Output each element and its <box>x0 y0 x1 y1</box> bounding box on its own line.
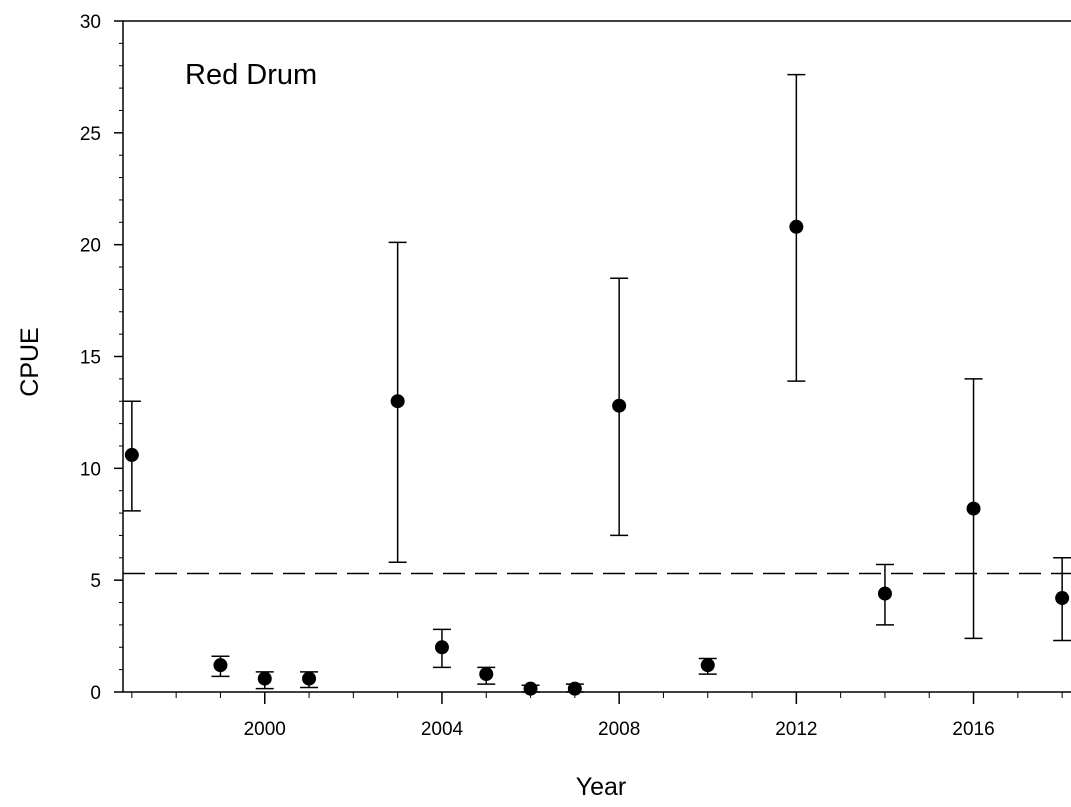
x-tick-label: 2004 <box>421 719 464 740</box>
data-point <box>523 681 538 696</box>
y-tick-label: 5 <box>90 571 101 592</box>
data-point <box>302 671 317 686</box>
y-tick-label: 20 <box>80 236 101 257</box>
data-point <box>213 658 228 673</box>
y-tick-label: 10 <box>80 459 101 480</box>
axes: 0 5 10 15 20 25 30 2000 2004 2008 2012 2016 <box>80 12 1071 740</box>
data-point <box>434 640 449 655</box>
data-point <box>789 219 804 234</box>
data-point <box>877 586 892 601</box>
error-bars <box>122 73 1071 693</box>
data-point <box>479 667 494 682</box>
data-point <box>700 658 715 673</box>
x-tick-label: 2000 <box>244 719 286 740</box>
data-points <box>124 219 1070 696</box>
data-point <box>612 398 627 413</box>
y-tick-label: 15 <box>80 348 101 369</box>
data-point <box>567 681 582 696</box>
x-tick-label: 2016 <box>952 719 994 740</box>
chart-annotation: Red Drum <box>185 59 317 91</box>
x-tick-label: 2012 <box>775 719 817 740</box>
data-point <box>1055 591 1070 606</box>
data-point <box>966 501 981 516</box>
x-tick-label: 2008 <box>598 719 640 740</box>
data-point <box>124 447 139 462</box>
y-tick-label: 0 <box>90 683 101 704</box>
data-point <box>390 394 405 409</box>
y-axis-title: CPUE <box>16 327 44 396</box>
y-tick-label: 25 <box>80 124 101 145</box>
labels: Red Drum Year CPUE <box>16 59 626 801</box>
x-axis-title: Year <box>576 773 627 801</box>
y-tick-label: 30 <box>80 12 101 33</box>
data-point <box>257 671 272 686</box>
